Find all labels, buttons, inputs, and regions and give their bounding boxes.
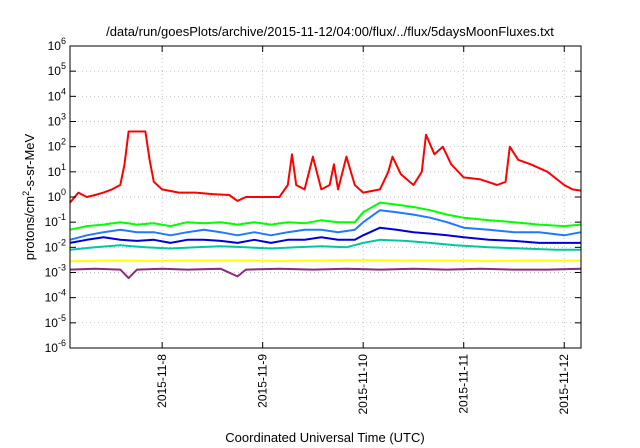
y-tick-base: 10	[45, 240, 59, 254]
y-tick-exponent: -1	[58, 212, 66, 222]
y-axis-title-base: protons/cm	[22, 196, 37, 260]
y-tick-base: 10	[45, 215, 59, 229]
series-line-1	[69, 130, 582, 204]
series-line-3	[69, 209, 582, 241]
y-tick-base: 10	[48, 165, 62, 179]
y-tick-exponent: -2	[58, 237, 66, 247]
x-ticks: 2015-11-8 2015-11-9 2015-11-10 2015-11-11 20…	[155, 46, 571, 415]
y-tick-exponent: 6	[61, 36, 66, 46]
y-axis-title-sup: 2	[21, 191, 31, 196]
y-tick-base: 10	[45, 291, 59, 305]
y-tick-label: 10-4	[45, 288, 66, 305]
x-tick-label: 2015-11-11	[457, 354, 471, 414]
y-tick-exponent: -6	[58, 338, 66, 348]
y-tick-label: 102	[48, 137, 66, 154]
y-tick-label: 10-2	[45, 237, 66, 254]
grid	[70, 46, 581, 348]
y-tick-label: 10-5	[45, 313, 66, 330]
y-tick-exponent: 0	[61, 187, 66, 197]
y-tick-label: 10-6	[45, 338, 66, 355]
y-tick-base: 10	[48, 115, 62, 129]
y-tick-label: 101	[48, 162, 66, 179]
y-tick-exponent: -4	[58, 288, 66, 298]
x-tick-label: 2015-11-9	[256, 354, 270, 408]
y-tick-base: 10	[45, 316, 59, 330]
series-line-5	[69, 238, 581, 251]
y-tick-exponent: 3	[61, 112, 66, 122]
series-line-4	[69, 226, 581, 244]
series-line-7	[69, 267, 582, 280]
y-tick-base: 10	[45, 341, 59, 355]
y-axis-title: protons/cm2-s-sr-MeV	[21, 133, 37, 260]
y-ticks: 10-610-510-410-310-210-11001011021031041…	[45, 36, 581, 355]
y-tick-label: 104	[48, 86, 66, 103]
x-tick-label: 2015-11-8	[155, 354, 169, 408]
y-tick-base: 10	[48, 140, 62, 154]
series-line-2	[69, 201, 582, 231]
series-lines	[69, 130, 582, 280]
y-tick-base: 10	[48, 89, 62, 103]
y-tick-exponent: 4	[61, 86, 66, 96]
y-tick-label: 10-3	[45, 263, 66, 280]
x-tick-label: 2015-11-12	[557, 354, 571, 415]
x-axis-title: Coordinated Universal Time (UTC)	[225, 430, 424, 445]
y-tick-base: 10	[48, 190, 62, 204]
y-tick-base: 10	[48, 64, 62, 78]
y-tick-label: 106	[48, 36, 66, 53]
y-tick-label: 105	[48, 61, 66, 78]
y-tick-base: 10	[48, 39, 62, 53]
y-tick-label: 100	[48, 187, 66, 204]
y-tick-base: 10	[45, 266, 59, 280]
y-axis-title-rest: -s-sr-MeV	[22, 133, 37, 190]
y-tick-label: 10-1	[45, 212, 66, 229]
series-line-6	[69, 259, 581, 263]
y-tick-exponent: -3	[58, 263, 66, 273]
y-tick-exponent: 1	[61, 162, 66, 172]
y-tick-exponent: 5	[61, 61, 66, 71]
y-tick-exponent: -5	[58, 313, 66, 323]
y-tick-exponent: 2	[61, 137, 66, 147]
chart-title: /data/run/goesPlots/archive/2015-11-12/0…	[106, 24, 554, 39]
y-tick-label: 103	[48, 112, 66, 129]
x-tick-label: 2015-11-10	[356, 354, 370, 415]
